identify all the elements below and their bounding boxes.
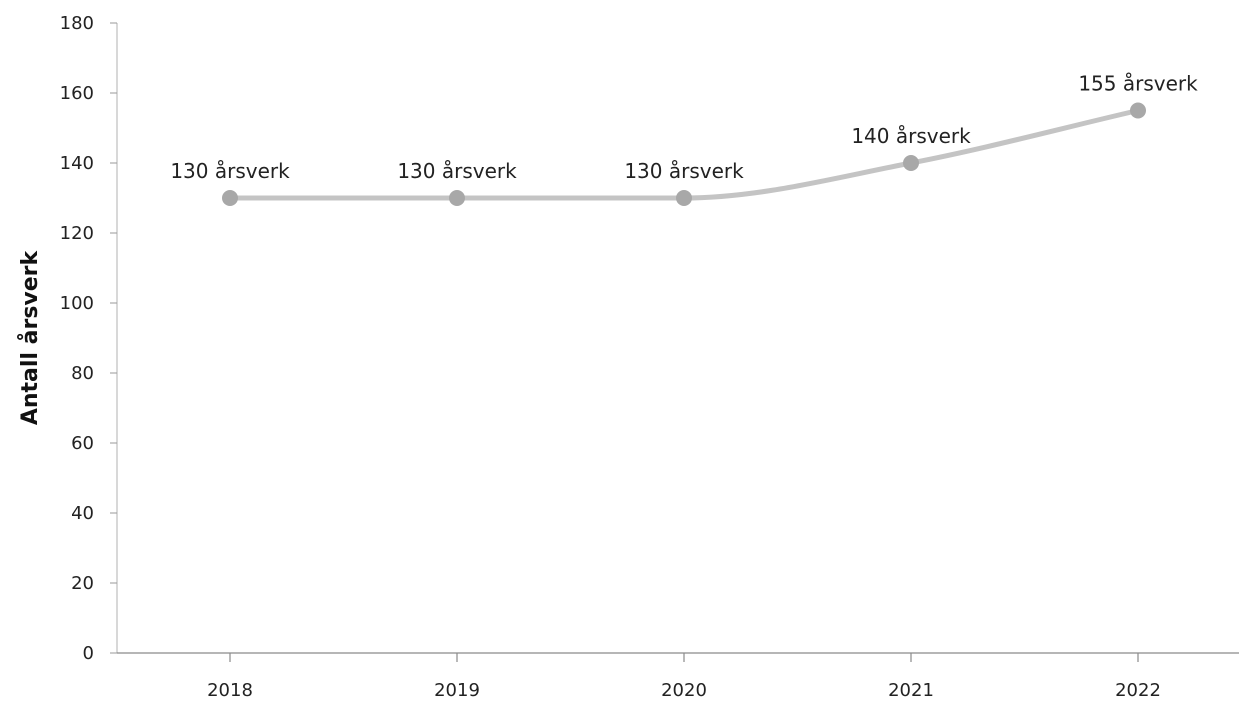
x-tick-label: 2022 [1115, 680, 1161, 701]
data-label: 130 årsverk [397, 159, 517, 183]
y-tick-label: 120 [60, 223, 94, 244]
y-ticks: 0 20 40 60 80 100 120 140 160 180 [60, 13, 117, 664]
series-line [227, 108, 1141, 201]
data-points [222, 102, 1146, 206]
data-labels: 130 årsverk 130 årsverk 130 årsverk 140 års… [170, 72, 1198, 184]
x-tick-label: 2021 [888, 680, 934, 701]
data-point [449, 190, 465, 206]
data-label: 130 årsverk [170, 159, 290, 183]
data-point [1130, 102, 1146, 119]
y-tick-label: 0 [83, 643, 94, 664]
x-tick-label: 2020 [661, 680, 707, 701]
y-tick-label: 140 [60, 153, 94, 174]
data-point [676, 190, 692, 206]
x-ticks: 2018 2019 2020 2021 2022 [207, 653, 1161, 701]
x-tick-label: 2018 [207, 680, 253, 701]
y-tick-label: 20 [71, 573, 94, 594]
data-label: 140 årsverk [851, 124, 971, 148]
y-tick-label: 40 [71, 503, 94, 524]
y-tick-label: 100 [60, 293, 94, 314]
y-tick-label: 180 [60, 13, 94, 34]
x-tick-label: 2019 [434, 680, 480, 701]
data-label: 155 årsverk [1078, 72, 1198, 96]
y-tick-label: 80 [71, 363, 94, 384]
data-label: 130 årsverk [624, 159, 744, 183]
data-point [222, 190, 238, 206]
y-tick-label: 60 [71, 433, 94, 454]
y-axis-title: Antall årsverk [17, 249, 43, 425]
data-point [903, 155, 919, 171]
y-tick-label: 160 [60, 83, 94, 104]
